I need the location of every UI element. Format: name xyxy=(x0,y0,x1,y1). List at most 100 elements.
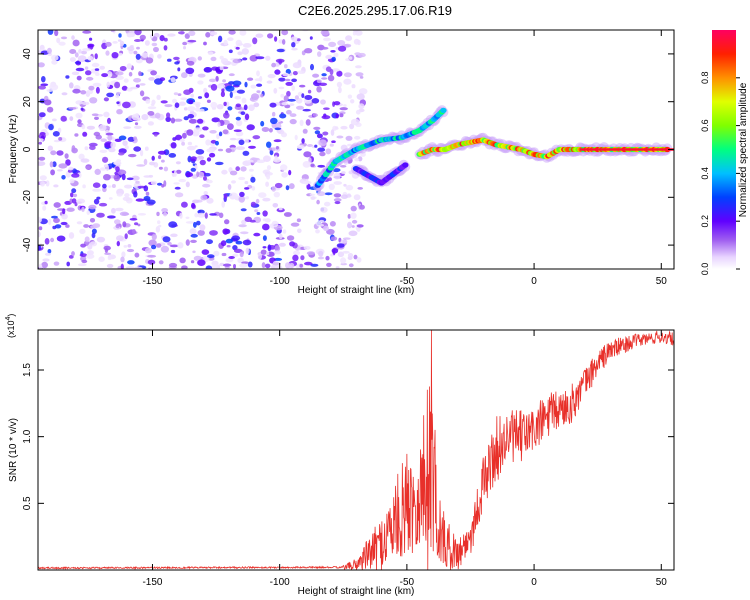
noise-speckle xyxy=(135,84,140,88)
noise-speckle xyxy=(84,66,89,70)
noise-speckle xyxy=(347,94,353,99)
noise-speckle xyxy=(44,252,51,256)
noise-speckle xyxy=(309,193,316,196)
noise-speckle xyxy=(157,54,162,59)
noise-speckle xyxy=(60,115,67,122)
noise-speckle xyxy=(256,83,263,87)
noise-speckle xyxy=(167,58,172,62)
spectrogram-x-label: Height of straight line (km) xyxy=(298,285,415,296)
noise-speckle xyxy=(239,191,245,197)
noise-speckle xyxy=(76,75,82,81)
noise-speckle xyxy=(124,145,129,150)
noise-speckle xyxy=(347,253,354,258)
noise-speckle xyxy=(174,61,180,65)
noise-speckle xyxy=(118,135,127,141)
noise-speckle xyxy=(288,183,295,190)
x-tick-label: 50 xyxy=(656,577,668,588)
noise-speckle xyxy=(283,95,289,102)
noise-speckle xyxy=(358,103,365,110)
noise-speckle xyxy=(133,78,142,83)
noise-speckle xyxy=(58,137,63,141)
noise-speckle xyxy=(270,117,278,125)
noise-speckle xyxy=(146,199,156,205)
noise-speckle xyxy=(338,86,342,94)
noise-speckle xyxy=(220,91,225,98)
noise-speckle xyxy=(265,251,270,256)
noise-speckle xyxy=(273,250,281,255)
noise-speckle xyxy=(180,97,188,101)
noise-speckle xyxy=(190,260,195,264)
noise-speckle xyxy=(199,134,205,138)
noise-speckle xyxy=(75,67,85,72)
noise-speckle xyxy=(304,95,313,100)
noise-speckle xyxy=(114,207,124,212)
noise-speckle xyxy=(173,92,179,96)
noise-speckle xyxy=(350,118,360,126)
noise-speckle xyxy=(209,130,217,134)
noise-speckle xyxy=(78,153,85,160)
noise-speckle xyxy=(188,99,194,105)
noise-speckle xyxy=(178,31,185,35)
noise-speckle xyxy=(227,106,233,111)
noise-speckle xyxy=(161,184,165,188)
noise-speckle xyxy=(116,109,123,115)
noise-speckle xyxy=(162,236,171,243)
noise-speckle xyxy=(61,175,66,180)
noise-speckle xyxy=(69,178,75,184)
noise-speckle xyxy=(256,212,261,215)
noise-speckle xyxy=(228,81,235,85)
noise-speckle xyxy=(165,116,171,122)
noise-speckle xyxy=(129,218,138,221)
y-tick-label: 40 xyxy=(22,48,33,60)
noise-speckle xyxy=(272,262,282,266)
noise-speckle xyxy=(217,121,221,128)
noise-speckle xyxy=(310,196,316,201)
noise-speckle xyxy=(48,218,52,226)
noise-speckle xyxy=(60,36,68,40)
noise-speckle xyxy=(197,56,202,61)
noise-speckle xyxy=(102,156,109,163)
noise-speckle xyxy=(278,207,283,211)
noise-speckle xyxy=(227,37,234,41)
noise-speckle xyxy=(91,62,100,68)
noise-speckle xyxy=(136,46,140,50)
x-tick-label: -100 xyxy=(270,276,290,287)
noise-speckle xyxy=(134,222,139,226)
spectrogram-y-label: Frequency (Hz) xyxy=(8,115,19,184)
noise-speckle xyxy=(53,217,60,224)
noise-speckle xyxy=(167,241,172,246)
noise-speckle xyxy=(173,182,180,185)
noise-speckle xyxy=(181,141,186,146)
noise-speckle xyxy=(299,84,306,88)
noise-speckle xyxy=(331,56,336,62)
noise-speckle xyxy=(339,107,348,111)
noise-speckle xyxy=(52,131,60,137)
noise-speckle xyxy=(330,253,334,257)
noise-speckle xyxy=(186,145,196,151)
noise-speckle xyxy=(335,113,339,119)
noise-speckle xyxy=(232,80,242,86)
noise-speckle xyxy=(342,237,351,240)
noise-speckle xyxy=(303,151,312,158)
noise-speckle xyxy=(221,169,228,175)
noise-speckle xyxy=(71,173,80,178)
noise-speckle xyxy=(310,263,319,267)
noise-speckle xyxy=(118,152,125,156)
noise-speckle xyxy=(235,39,242,47)
noise-speckle xyxy=(53,184,59,188)
x-tick-label: -100 xyxy=(270,577,290,588)
noise-speckle xyxy=(116,101,120,104)
noise-speckle xyxy=(266,174,271,180)
noise-speckle xyxy=(95,86,100,94)
noise-speckle xyxy=(135,53,141,60)
noise-speckle xyxy=(75,112,83,119)
noise-speckle xyxy=(69,116,74,121)
noise-speckle xyxy=(141,114,149,121)
noise-speckle xyxy=(265,55,271,61)
noise-speckle xyxy=(223,263,232,267)
noise-speckle xyxy=(274,182,283,189)
noise-speckle xyxy=(89,97,98,104)
noise-speckle xyxy=(343,72,352,78)
noise-speckle xyxy=(126,266,135,269)
noise-speckle xyxy=(122,140,128,146)
